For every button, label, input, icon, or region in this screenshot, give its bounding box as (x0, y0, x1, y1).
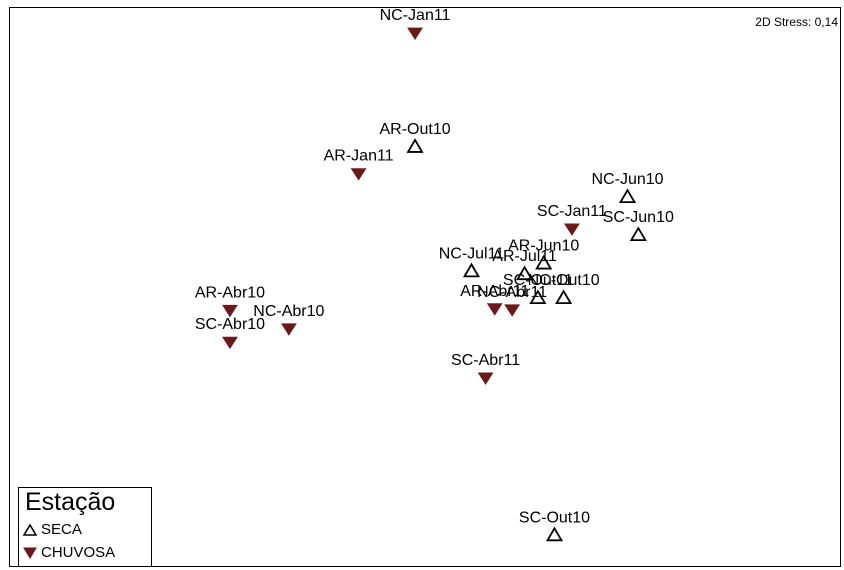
data-point-ar-jan11 (350, 168, 367, 181)
data-point-ar-abr11 (486, 303, 503, 316)
point-label-sc-jun10: SC-Jun10 (603, 209, 674, 226)
open-triangle-icon (23, 523, 37, 536)
data-point-nc-jan11 (407, 27, 423, 41)
data-point-sc-abr11 (477, 372, 494, 385)
point-label-nc-jul11: NC-Jul11 (439, 245, 505, 262)
data-point-sc-abr10 (222, 336, 238, 350)
filled-down-triangle-icon (23, 547, 37, 559)
point-label-nc-jun10: NC-Jun10 (592, 171, 664, 188)
data-point-nc-jun10 (618, 188, 637, 204)
data-point-nc-abr10 (280, 323, 297, 336)
point-label-nc-abr10: NC-Abr10 (253, 303, 324, 320)
point-label-sc-abr10: SC-Abr10 (195, 316, 265, 333)
point-label-sc-jan11: SC-Jan11 (537, 203, 607, 220)
data-point-ar-abr10 (222, 304, 238, 318)
data-point-sc-out11 (529, 289, 547, 305)
point-label-ar-jul11: AR-Jul11 (492, 248, 557, 265)
labels-layer: AR-Out10 NC-Jun10 SC-Jun10 NC-Jul11 AR-Jun10… (195, 7, 674, 526)
data-point-sc-out10 (545, 526, 564, 542)
points-layer (222, 27, 647, 542)
point-label-nc-out10: NC-Out10 (528, 272, 600, 289)
legend-label-chuvosa: CHUVOSA (41, 544, 116, 561)
data-point-ar-jul11 (516, 265, 534, 281)
point-label-ar-abr11: AR-Abr11 (460, 283, 529, 300)
point-label-ar-abr10: AR-Abr10 (195, 284, 265, 301)
point-label-sc-abr11: SC-Abr11 (451, 352, 520, 369)
legend-item-seca: SECA (23, 521, 82, 538)
point-label-ar-out10: AR-Out10 (379, 121, 450, 138)
stress-annotation: 2D Stress: 0,14 (755, 15, 838, 29)
data-point-ar-out10 (406, 138, 424, 153)
legend-label-seca: SECA (41, 521, 82, 538)
data-point-sc-jun10 (629, 226, 647, 242)
point-label-ar-jun10: AR-Jun10 (508, 238, 579, 255)
legend: Estação SECA CHUVOSA (18, 487, 152, 567)
data-point-sc-jan11 (563, 223, 580, 236)
point-label-sc-out11: SC-Out11 (503, 272, 573, 289)
legend-item-chuvosa: CHUVOSA (23, 544, 115, 561)
point-label-ar-jan11: AR-Jan11 (324, 148, 394, 165)
point-label-nc-jan11: NC-Jan11 (380, 7, 451, 24)
data-point-ar-jun10 (535, 254, 553, 270)
point-label-sc-out10: SC-Out10 (519, 509, 590, 526)
plot-area (9, 7, 841, 567)
data-point-nc-out10 (555, 289, 573, 305)
legend-title: Estação (25, 488, 116, 516)
data-point-nc-abr11 (504, 304, 521, 317)
point-label-nc-abr11: NC-Abr11 (477, 284, 547, 301)
data-point-nc-jul11 (462, 262, 481, 278)
